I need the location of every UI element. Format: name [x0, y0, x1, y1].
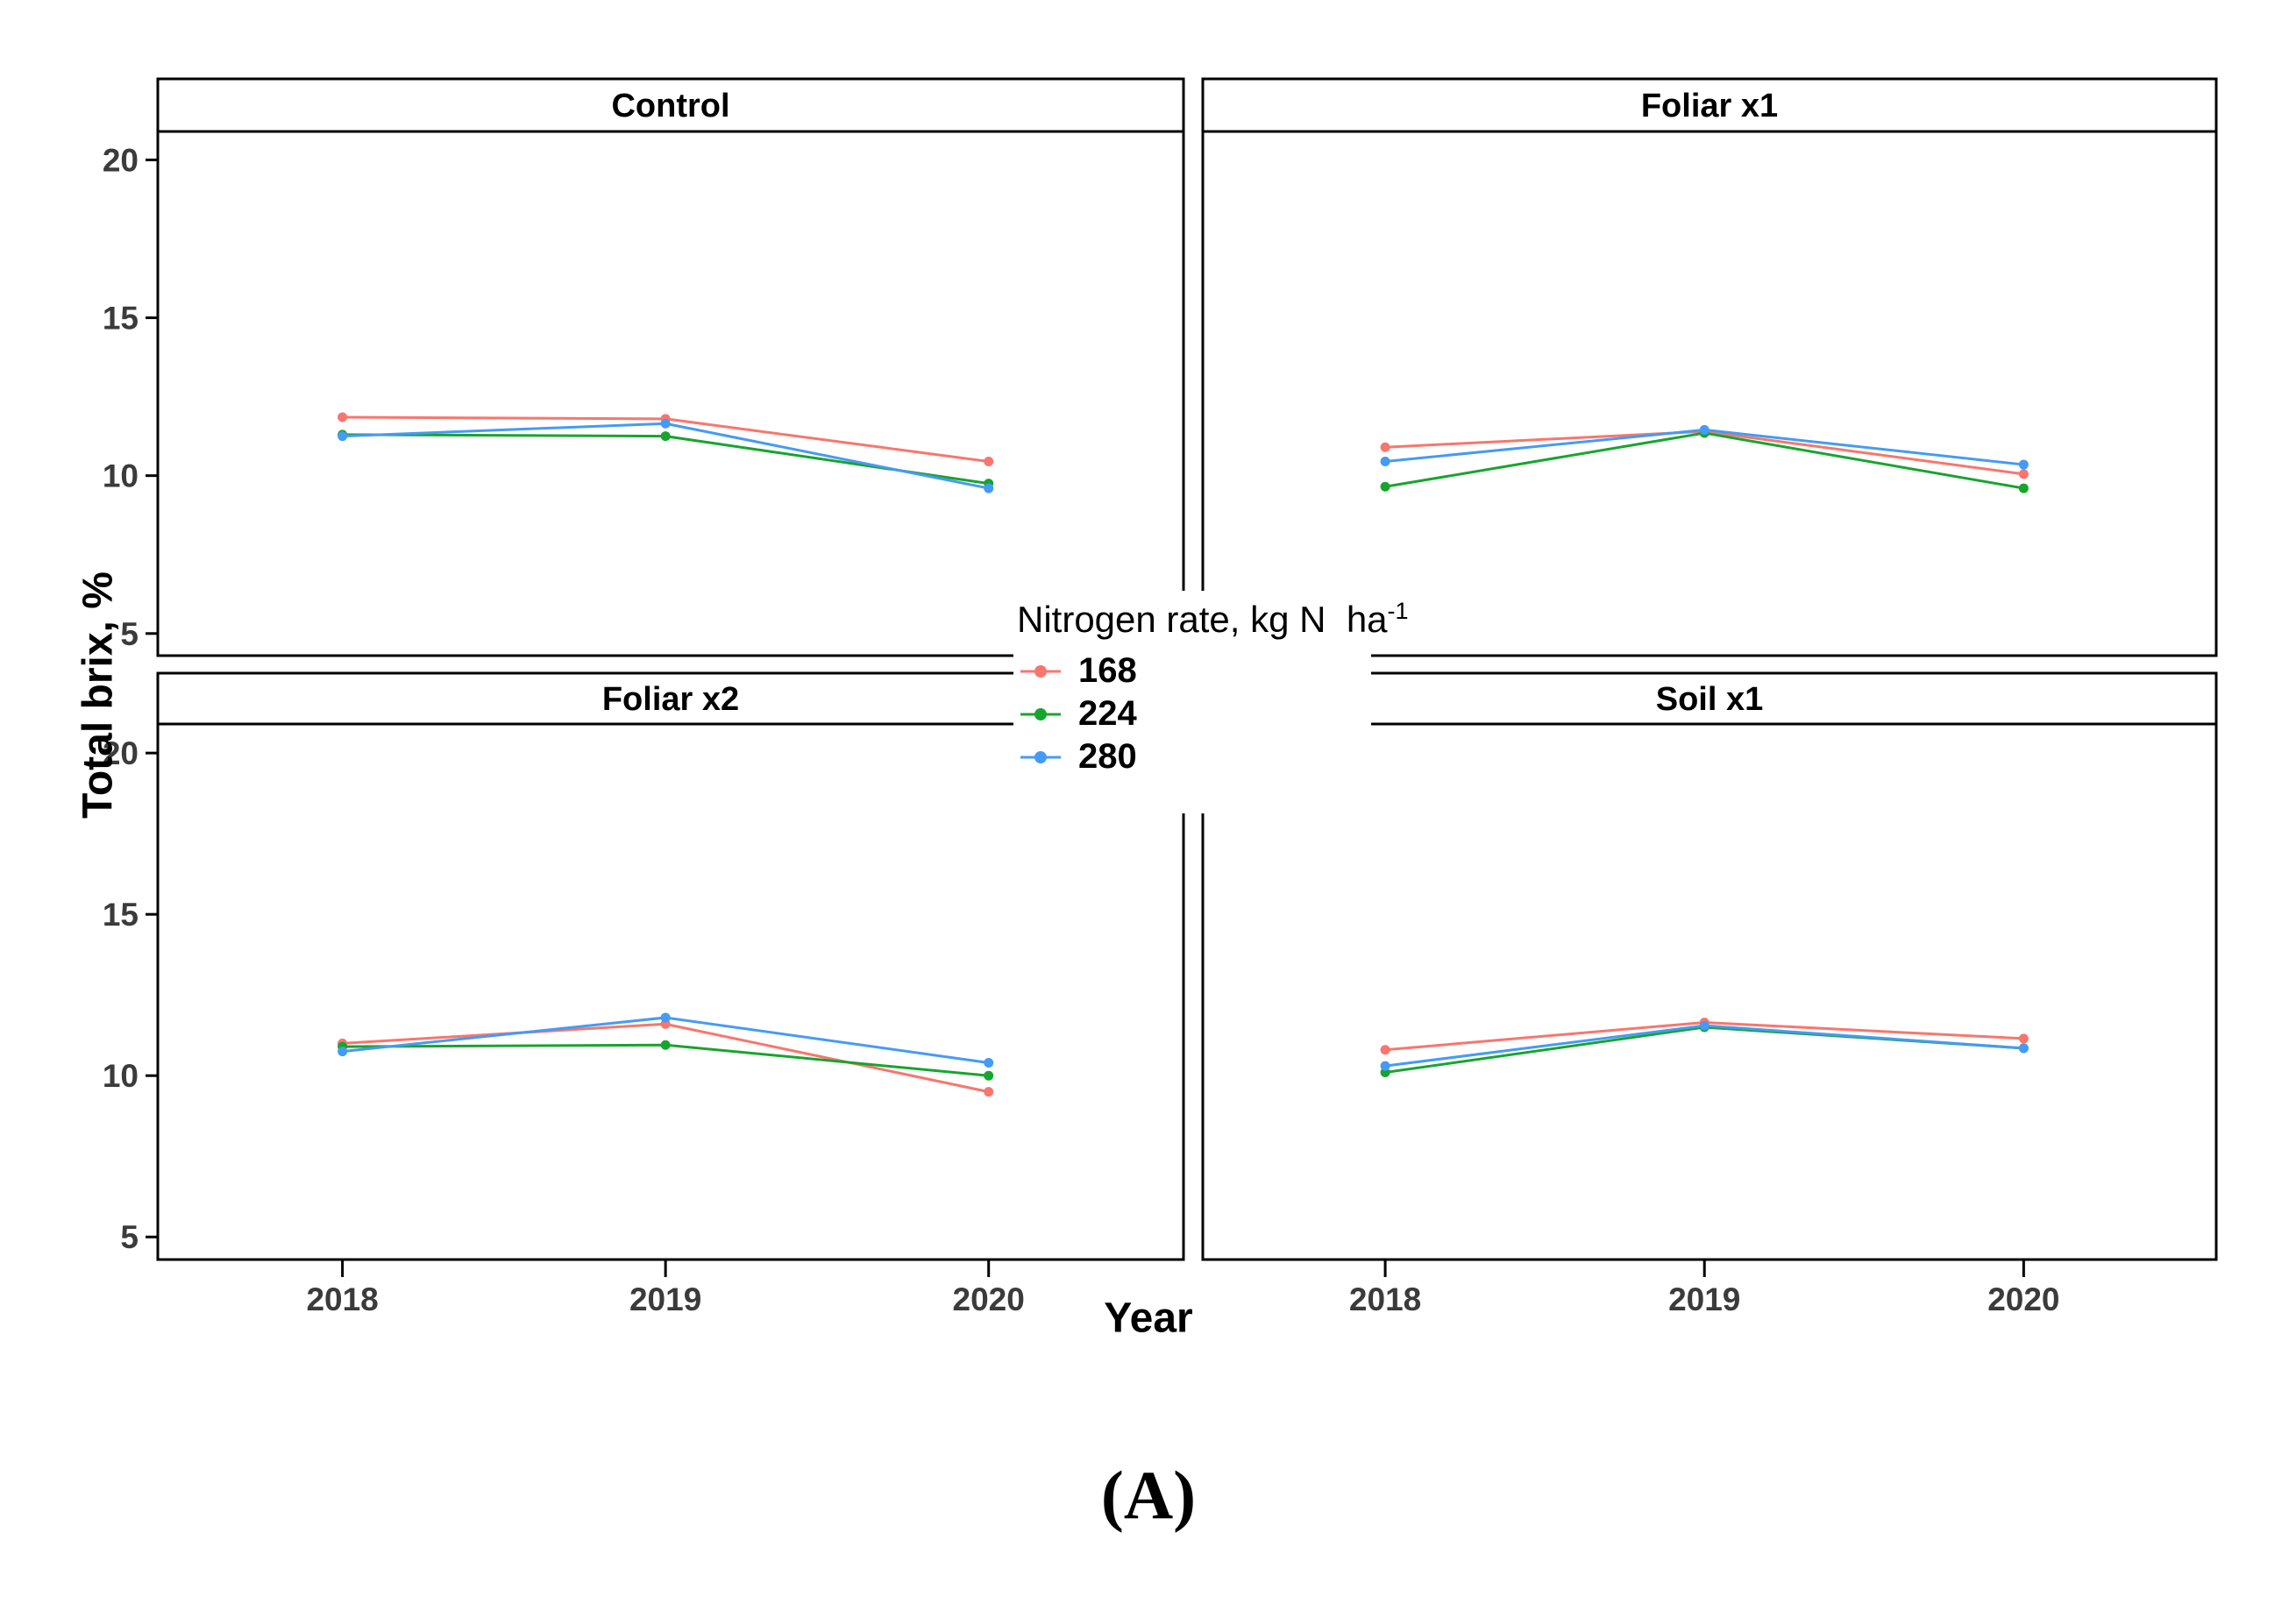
facet-strip	[1201, 77, 2218, 133]
x-tick-label: 2019	[1668, 1281, 1740, 1317]
x-tick-label: 2019	[629, 1281, 701, 1317]
data-point-280	[338, 431, 348, 442]
data-point-168	[2018, 1033, 2029, 1044]
legend-key-line-dot-icon	[1020, 664, 1061, 678]
data-point-224	[660, 431, 671, 442]
data-point-168	[1380, 1045, 1390, 1055]
data-point-168	[984, 456, 994, 466]
facet-strip-title: Foliar x2	[602, 681, 739, 718]
x-axis-title: Year	[1104, 1295, 1193, 1342]
x-tick-label: 2020	[953, 1281, 1025, 1317]
data-point-280	[338, 1047, 348, 1057]
data-point-280	[2018, 1043, 2029, 1054]
figure-caption: (A)	[1100, 1457, 1197, 1533]
legend: Nitrogen rate, kg N ha-1 168 224 280	[1013, 591, 1409, 813]
x-tick-label: 2018	[306, 1281, 378, 1317]
data-point-168	[338, 412, 348, 422]
legend-key-line-dot-icon	[1020, 707, 1061, 720]
data-point-168	[2018, 469, 2029, 479]
facet-strip-title: Soil x1	[1656, 681, 1764, 718]
legend-key-line-dot-icon	[1020, 750, 1061, 763]
legend-item-label: 168	[1078, 651, 1137, 690]
data-point-280	[660, 418, 671, 429]
y-tick-label: 20	[103, 142, 139, 178]
y-tick-label: 20	[103, 735, 139, 771]
panel-border	[156, 130, 1185, 657]
data-point-168	[1380, 442, 1390, 452]
x-tick-label: 2020	[1987, 1281, 2059, 1317]
series-line-168	[341, 1022, 991, 1094]
facet-strip	[156, 77, 1185, 133]
legend-item-168: 168	[1020, 649, 1371, 692]
y-tick-label: 15	[103, 301, 139, 337]
y-tick-label: 10	[103, 458, 139, 494]
data-point-280	[1380, 456, 1390, 466]
facet-strip	[156, 671, 1185, 726]
data-point-280	[2018, 459, 2029, 470]
facet-strip-title: Control	[611, 88, 729, 124]
data-point-280	[1699, 424, 1710, 435]
data-point-280	[1380, 1061, 1390, 1071]
legend-title: Nitrogen rate, kg N ha-1	[1013, 591, 1409, 649]
data-point-224	[1380, 481, 1390, 492]
legend-item-224: 224	[1020, 692, 1371, 735]
data-point-280	[984, 1057, 994, 1068]
y-tick-label: 15	[103, 897, 139, 933]
y-tick-label: 10	[103, 1058, 139, 1094]
data-point-224	[984, 1070, 994, 1081]
data-point-280	[984, 483, 994, 493]
legend-title-text: Nitrogen rate, kg N ha	[1017, 599, 1388, 640]
facet-strip	[1201, 671, 2218, 726]
y-tick-label: 5	[120, 616, 139, 652]
y-axis-title: Total brix, %	[75, 571, 122, 819]
x-tick-label: 2018	[1349, 1281, 1421, 1317]
facet-strip-title: Foliar x1	[1641, 88, 1778, 124]
y-tick-label: 5	[120, 1219, 139, 1255]
data-point-280	[1699, 1020, 1710, 1031]
legend-item-label: 280	[1078, 737, 1137, 776]
legend-title-superscript: -1	[1387, 598, 1409, 624]
series-line-224	[341, 433, 991, 486]
legend-item-280: 280	[1020, 735, 1371, 778]
data-point-168	[984, 1087, 994, 1097]
data-point-224	[660, 1040, 671, 1050]
data-point-224	[2018, 483, 2029, 493]
data-point-280	[660, 1012, 671, 1023]
panel-border	[1201, 130, 2218, 657]
legend-item-label: 224	[1078, 694, 1137, 733]
